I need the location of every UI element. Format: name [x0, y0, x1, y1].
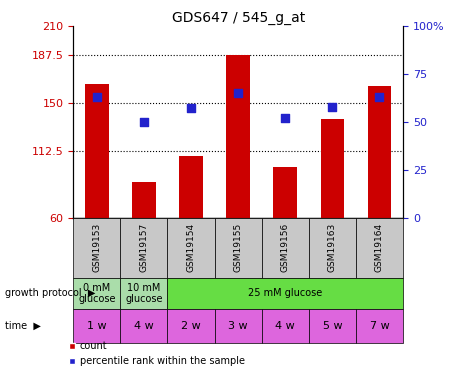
- Text: 3 w: 3 w: [229, 321, 248, 331]
- Bar: [120, 278, 168, 309]
- Bar: [321, 119, 344, 218]
- Bar: [168, 278, 403, 309]
- Bar: [215, 309, 262, 343]
- Text: 4 w: 4 w: [134, 321, 154, 331]
- Bar: [168, 309, 215, 343]
- Text: GSM19155: GSM19155: [234, 223, 243, 272]
- Point: [376, 94, 383, 100]
- Text: GSM19157: GSM19157: [139, 223, 148, 272]
- Text: 4 w: 4 w: [275, 321, 295, 331]
- Text: 1 w: 1 w: [87, 321, 107, 331]
- Legend: count, percentile rank within the sample: count, percentile rank within the sample: [65, 338, 249, 370]
- Point: [140, 119, 147, 125]
- Text: GSM19156: GSM19156: [281, 223, 290, 272]
- Bar: [73, 309, 120, 343]
- Bar: [168, 217, 215, 278]
- Point: [329, 104, 336, 110]
- Text: GSM19153: GSM19153: [93, 223, 101, 272]
- Point: [234, 90, 242, 96]
- Text: 25 mM glucose: 25 mM glucose: [248, 288, 322, 298]
- Bar: [179, 156, 203, 218]
- Point: [187, 105, 195, 111]
- Bar: [85, 84, 109, 218]
- Bar: [120, 217, 168, 278]
- Point: [282, 115, 289, 121]
- Bar: [73, 217, 120, 278]
- Bar: [120, 309, 168, 343]
- Bar: [262, 217, 309, 278]
- Text: 0 mM
glucose: 0 mM glucose: [78, 283, 115, 304]
- Text: 7 w: 7 w: [370, 321, 389, 331]
- Bar: [273, 166, 297, 218]
- Bar: [262, 309, 309, 343]
- Text: 10 mM
glucose: 10 mM glucose: [125, 283, 163, 304]
- Text: GSM19164: GSM19164: [375, 223, 384, 272]
- Point: [93, 94, 100, 100]
- Bar: [309, 217, 356, 278]
- Bar: [309, 309, 356, 343]
- Text: 2 w: 2 w: [181, 321, 201, 331]
- Bar: [132, 182, 156, 218]
- Bar: [215, 217, 262, 278]
- Text: time  ▶: time ▶: [5, 321, 40, 331]
- Bar: [368, 86, 391, 218]
- Text: GSM19154: GSM19154: [186, 223, 196, 272]
- Text: growth protocol  ▶: growth protocol ▶: [5, 288, 95, 298]
- Text: GSM19163: GSM19163: [328, 223, 337, 272]
- Text: 5 w: 5 w: [322, 321, 342, 331]
- Bar: [73, 278, 120, 309]
- Bar: [356, 217, 403, 278]
- Bar: [226, 55, 250, 217]
- Title: GDS647 / 545_g_at: GDS647 / 545_g_at: [172, 11, 305, 25]
- Bar: [356, 309, 403, 343]
